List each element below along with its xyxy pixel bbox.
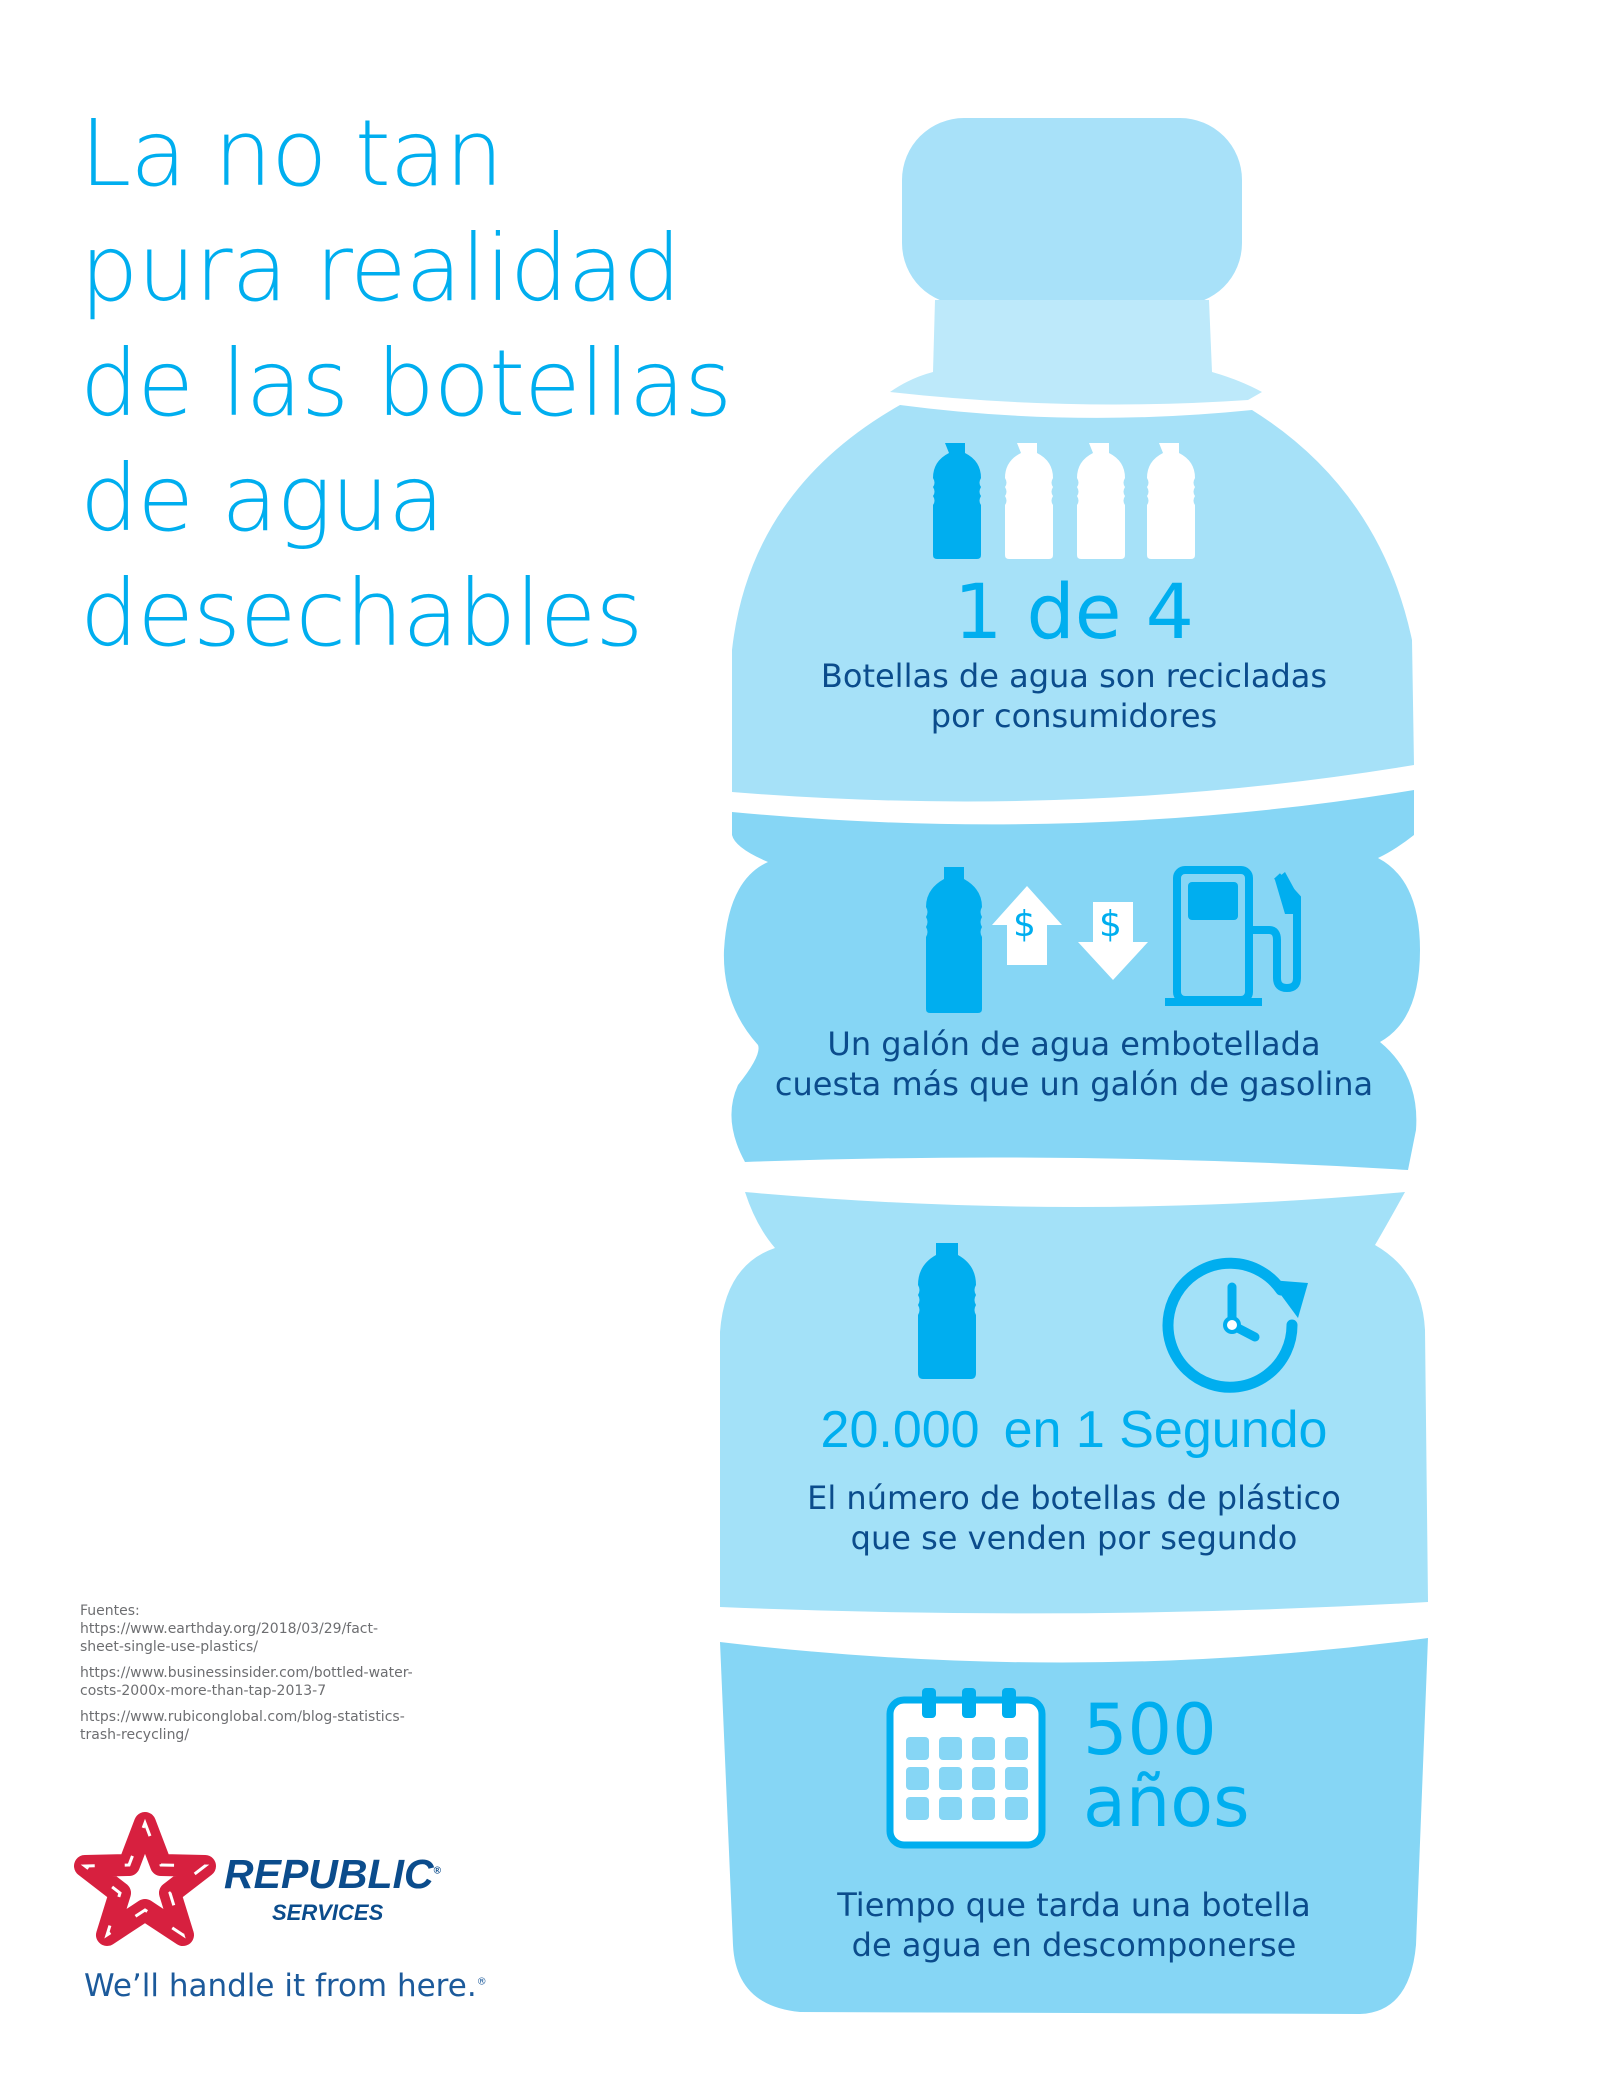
bottles-per-second-number: 20.000 — [820, 1401, 980, 1459]
brand-name: REPUBLIC® — [224, 1852, 441, 1896]
gas-pump-icon — [1165, 866, 1301, 1006]
decompose-years-number: 500 — [1083, 1689, 1217, 1771]
price-up-arrow-icon — [992, 886, 1062, 965]
title-line: de las botellas — [80, 330, 732, 437]
description-line: de agua en descomponerse — [851, 1926, 1297, 1964]
sources: Fuentes: https://www.earthday.org/2018/0… — [80, 1602, 420, 1752]
bottles-1-of-4-icon — [933, 443, 1195, 559]
calendar-icon — [886, 1688, 1046, 1849]
description-line: El número de botellas de plástico — [807, 1479, 1341, 1517]
title-line: La no tan — [80, 100, 503, 207]
brand-sub: SERVICES — [272, 1900, 384, 1925]
bottles-per-second-unit: en 1 Segundo — [1003, 1401, 1328, 1459]
description-line: por consumidores — [930, 697, 1218, 735]
bottle-icon — [918, 1243, 976, 1379]
tagline-text: We’ll handle it from here. — [84, 1968, 477, 2004]
dollar-sign-up: $ — [1013, 904, 1036, 945]
bottle-section-2 — [723, 790, 1420, 1170]
bottle-icon — [926, 867, 982, 1013]
title-line: de agua — [80, 445, 445, 552]
brand-name-text: REPUBLIC — [224, 1851, 434, 1897]
bottle-cap — [902, 118, 1242, 305]
sources-label: Fuentes: — [80, 1603, 140, 1619]
bottle-neck — [890, 300, 1262, 405]
decompose-years: 500 años — [1083, 1694, 1250, 1838]
source-link[interactable]: https://www.businessinsider.com/bottled-… — [80, 1665, 413, 1699]
description-line: Un galón de agua embotellada — [827, 1025, 1321, 1063]
price-down-arrow-icon — [1078, 902, 1148, 980]
bottles-sold-description: El número de botellas de plástico que se… — [720, 1478, 1428, 1558]
page-title: La no tan pura realidad de las botellas … — [80, 96, 732, 671]
brand-tagline: We’ll handle it from here.® — [84, 1968, 487, 2004]
stat-recycled: 1 de 4 — [953, 567, 1195, 656]
price-comparison-description: Un galón de agua embotellada cuesta más … — [720, 1024, 1428, 1104]
title-line: pura realidad — [80, 215, 681, 322]
clock-refresh-icon — [1162, 1257, 1308, 1393]
description-line: cuesta más que un galón de gasolina — [774, 1065, 1374, 1103]
decompose-description: Tiempo que tarda una botella de agua en … — [720, 1885, 1428, 1965]
source-link[interactable]: https://www.earthday.org/2018/03/29/fact… — [80, 1621, 379, 1655]
stat-recycled-description: Botellas de agua son recicladas por cons… — [720, 656, 1428, 736]
decompose-years-unit: años — [1083, 1761, 1250, 1843]
description-line: Botellas de agua son recicladas — [820, 657, 1328, 695]
source-link[interactable]: https://www.rubiconglobal.com/blog-stati… — [80, 1709, 405, 1743]
registered-mark: ® — [476, 1976, 487, 1988]
registered-mark: ® — [433, 1865, 441, 1877]
dollar-sign-down: $ — [1099, 904, 1122, 945]
title-line: desechables — [80, 560, 643, 667]
bottle-section-1 — [732, 405, 1414, 802]
republic-services-logo-star — [74, 1812, 216, 1946]
bottles-per-second: 20.000 en 1 Segundo — [720, 1400, 1428, 1460]
description-line: que se venden por segundo — [850, 1519, 1298, 1557]
bottle-section-3 — [720, 1192, 1428, 1614]
description-line: Tiempo que tarda una botella — [837, 1886, 1311, 1924]
